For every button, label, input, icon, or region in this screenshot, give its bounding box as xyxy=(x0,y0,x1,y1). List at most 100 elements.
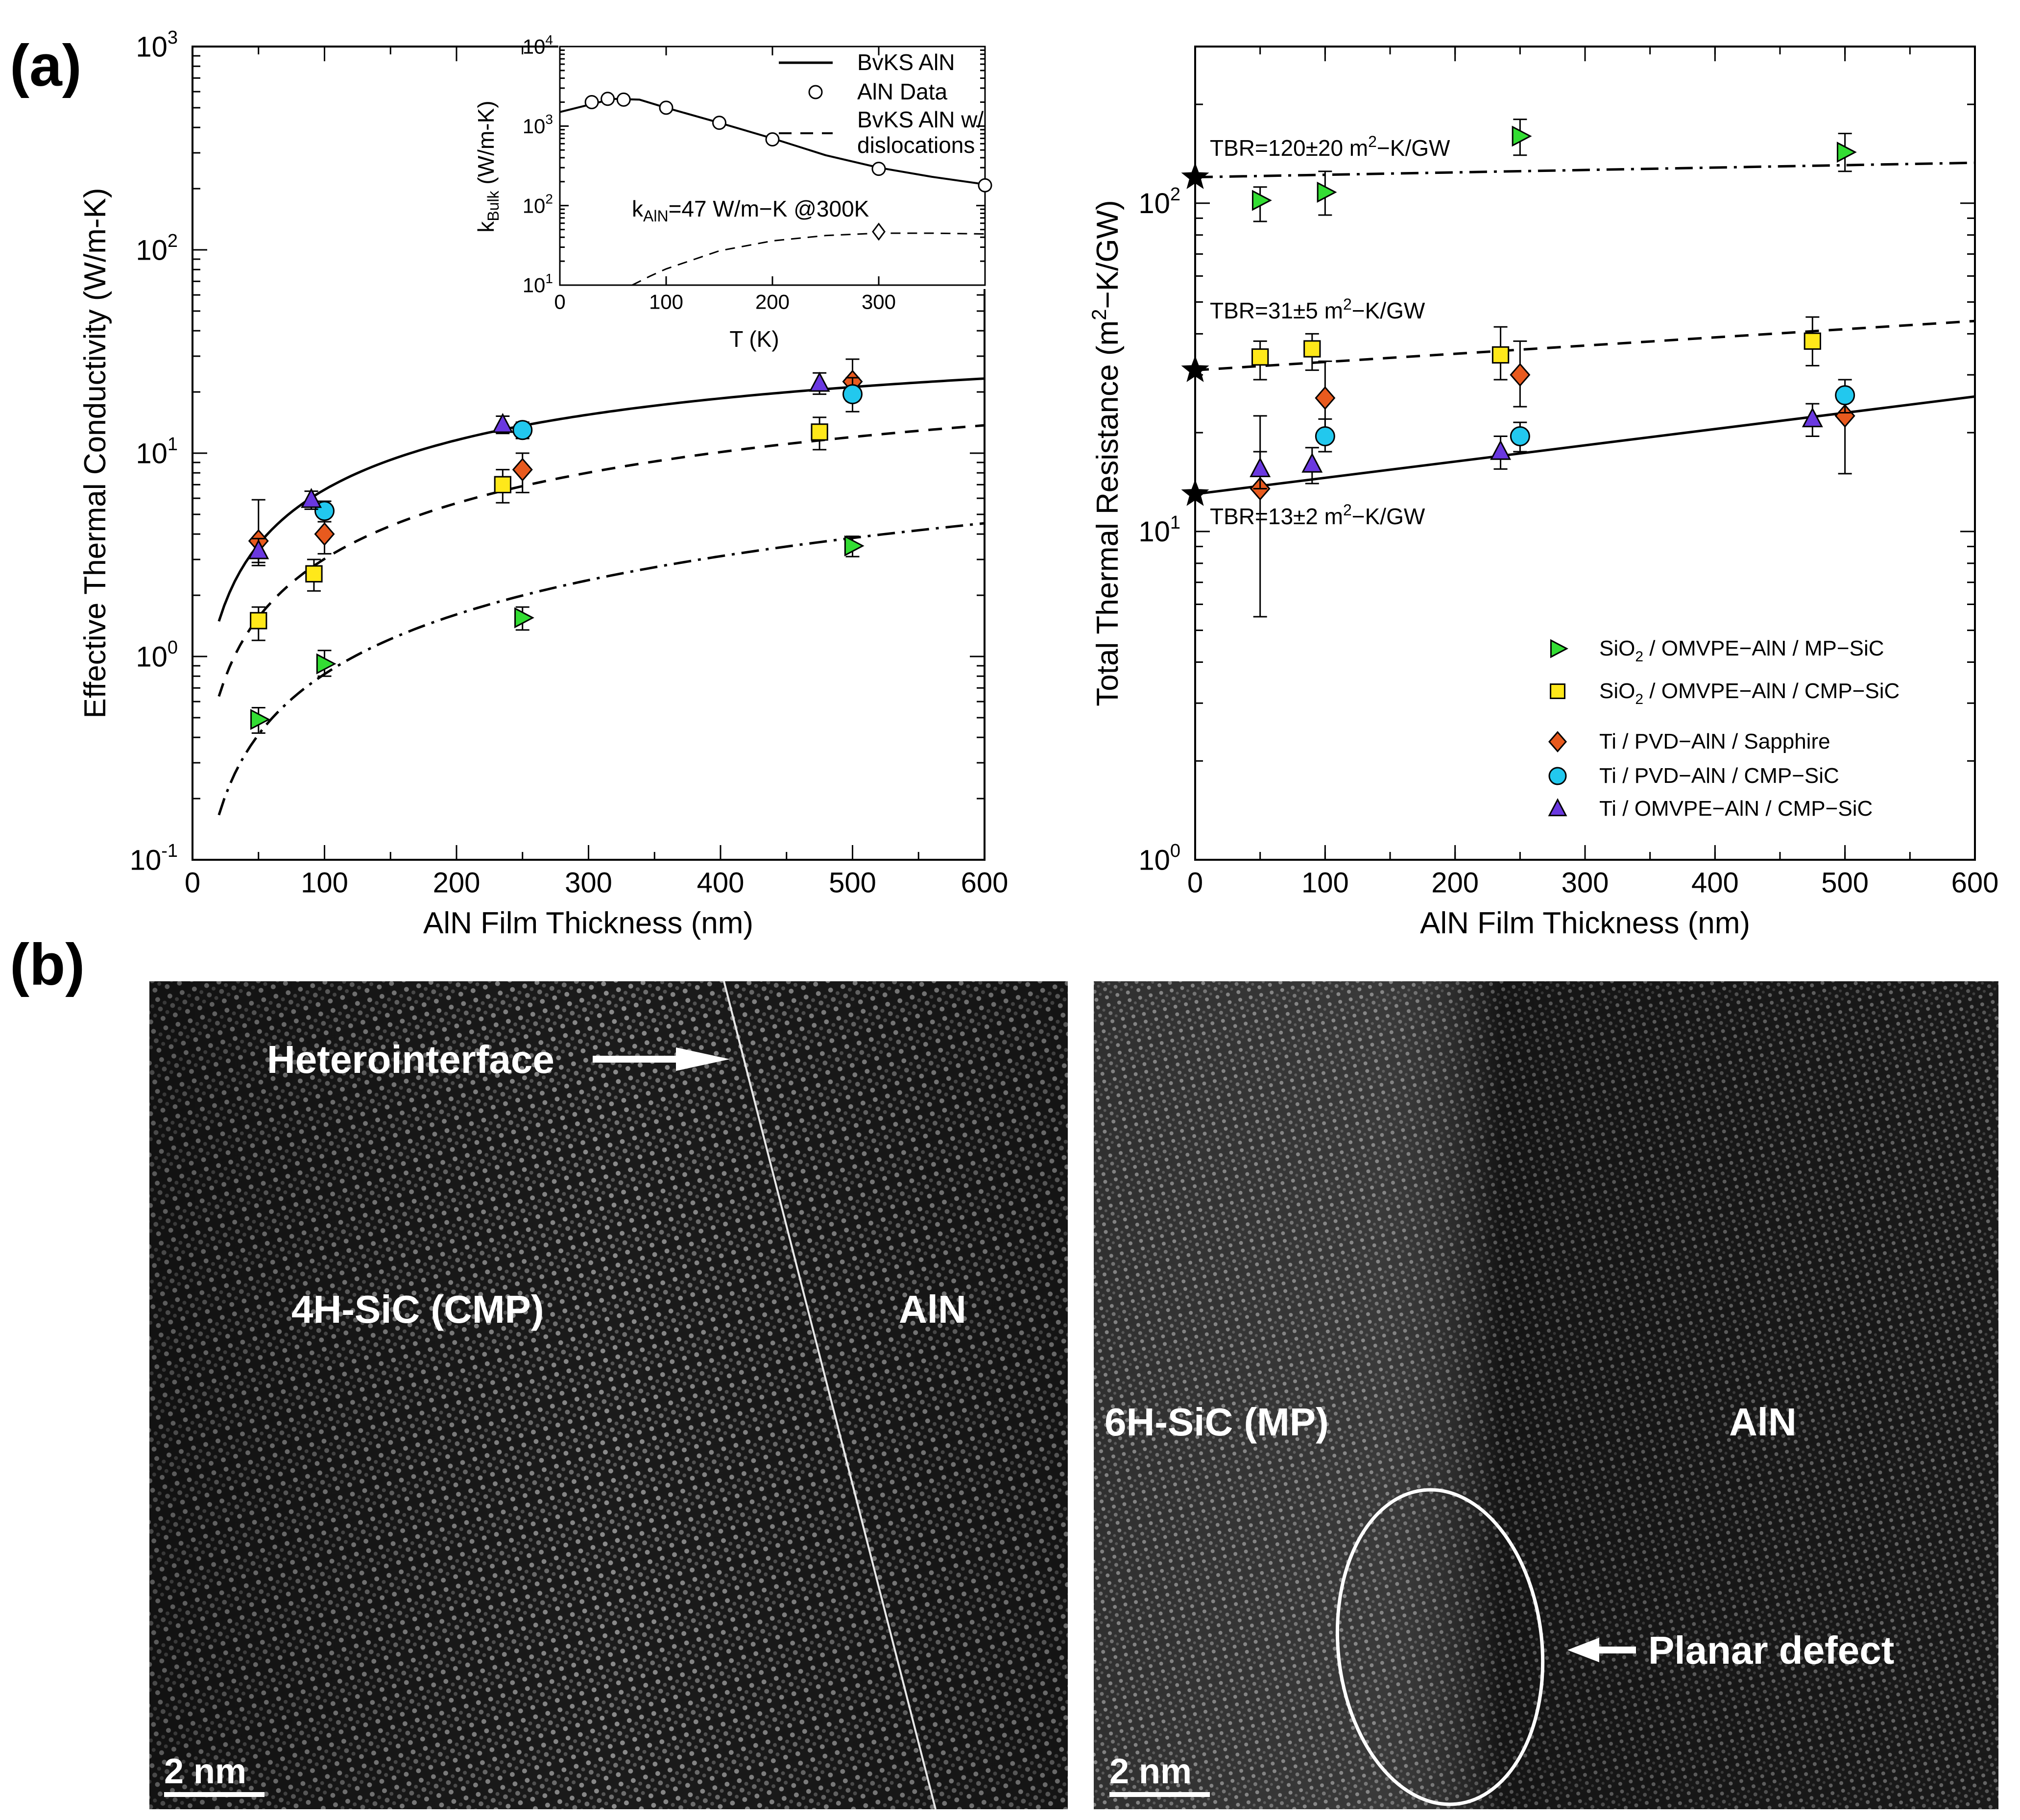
planar-defect-label: Planar defect xyxy=(1648,1628,1894,1672)
planar-defect-arrow xyxy=(1567,1638,1636,1662)
y-tick-label: 104 xyxy=(523,32,553,58)
right-x-axis-label: AlN Film Thickness (nm) xyxy=(1420,906,1750,940)
tem-left-scale-bar xyxy=(164,1792,265,1797)
y-tick-mantissa: 10 xyxy=(136,234,168,266)
x-tick-label: 400 xyxy=(1691,867,1739,899)
y-tick-mantissa: 10 xyxy=(1138,516,1170,548)
k300-diamond xyxy=(872,222,886,241)
tem-right-substrate-label: 6H-SiC (MP) xyxy=(1105,1400,1329,1444)
star-marker xyxy=(1181,479,1209,506)
y-tick-mantissa: 10 xyxy=(523,115,546,138)
legend-marker-tri-right xyxy=(1550,639,1568,658)
y-tick-mantissa: 10 xyxy=(523,274,546,297)
data-point-tri-right xyxy=(514,607,534,629)
fit-curve-dashed xyxy=(217,424,985,697)
planar-defect-ellipse xyxy=(1335,1488,1545,1806)
right-fit-lines xyxy=(1195,161,1975,495)
data-point-tri-up xyxy=(1301,452,1323,473)
y-tick-exponent: 1 xyxy=(168,434,178,455)
x-tick-label: 100 xyxy=(649,290,683,313)
y-tick-exponent: 0 xyxy=(168,637,178,658)
y-tick-label: 101 xyxy=(523,271,553,297)
inset-legend-bvks-disl-2: dislocations xyxy=(857,132,975,158)
y-tick-label: 100 xyxy=(1138,841,1180,876)
x-tick-label: 0 xyxy=(185,867,200,899)
inset-note-sub: AlN xyxy=(643,207,669,225)
data-point-square xyxy=(250,612,267,630)
legend-label-sio2-cmp: SiO2 / OMVPE−AlN / CMP−SiC xyxy=(1599,679,1900,707)
inset-y-rest: (W/m-K) xyxy=(473,100,499,191)
inset-legend-aln-data: AlN Data xyxy=(857,79,947,104)
fit-line-dashdot xyxy=(1195,161,1975,179)
y-tick-mantissa: 10 xyxy=(130,844,162,876)
y-tick-exponent: 0 xyxy=(1170,841,1180,861)
heterointerface-line xyxy=(723,981,937,1810)
x-tick-label: 400 xyxy=(697,867,745,899)
y-tick-mantissa: 10 xyxy=(523,35,546,58)
aln-data-point xyxy=(601,92,615,106)
aln-data-point xyxy=(659,100,673,115)
data-point-tri-up xyxy=(1490,439,1512,460)
x-tick-label: 100 xyxy=(1301,867,1349,899)
legend-marker-diamond xyxy=(1548,731,1567,752)
tem-left-shade xyxy=(149,981,1068,1809)
legend-label-ti-pvd-cmp: Ti / PVD−AlN / CMP−SiC xyxy=(1599,764,1839,788)
x-tick-label: 200 xyxy=(1431,867,1479,899)
data-point-tri-right xyxy=(250,709,270,730)
y-tick-mantissa: 10 xyxy=(1138,844,1170,876)
inset-legend-bvks: BvKS AlN xyxy=(857,49,955,75)
x-tick-label: 300 xyxy=(862,290,896,313)
data-point-diamond xyxy=(314,522,335,546)
tem-left-film-label: AlN xyxy=(899,1287,966,1331)
legend-label-sio2-mp: SiO2 / OMVPE−AlN / MP−SiC xyxy=(1599,636,1884,665)
inset-legend-bvks-disl-1: BvKS AlN w/ xyxy=(857,107,984,132)
x-tick-label: 200 xyxy=(755,290,790,313)
x-tick-label: 600 xyxy=(1951,867,1999,899)
legend-label-ti-pvd-sapphire: Ti / PVD−AlN / Sapphire xyxy=(1599,729,1830,753)
data-point-tri-up xyxy=(301,487,322,508)
tem-left-scale-label: 2 nm xyxy=(164,1752,246,1791)
y-tick-mantissa: 10 xyxy=(136,31,168,63)
inset-note-rest: =47 W/m−K @300K xyxy=(669,196,869,221)
data-point-square xyxy=(1804,332,1821,350)
y-tick-mantissa: 10 xyxy=(523,194,546,217)
data-point-circle xyxy=(1835,385,1855,406)
data-point-diamond xyxy=(1510,363,1531,387)
data-point-square xyxy=(1303,340,1321,358)
right-legend: SiO2 / OMVPE−AlN / MP−SiC SiO2 / OMVPE−A… xyxy=(1548,636,1900,821)
fit-curve-dashdot xyxy=(217,522,985,816)
y-tick-label: 101 xyxy=(136,434,178,469)
inset-y-sub: Bulk xyxy=(484,190,502,221)
y-tick-exponent: 2 xyxy=(545,191,553,206)
y-tick-label: 10-1 xyxy=(130,841,178,876)
data-point-tri-up xyxy=(809,371,830,392)
data-point-circle xyxy=(1315,426,1335,447)
x-tick-label: 300 xyxy=(565,867,612,899)
legend-marker-tri-up xyxy=(1548,798,1567,817)
y-tick-mantissa: 10 xyxy=(136,437,168,469)
y-tick-label: 102 xyxy=(136,231,178,266)
y-tick-mantissa: 10 xyxy=(1138,188,1170,219)
aln-data-point xyxy=(765,132,780,147)
inset-x-axis-label: T (K) xyxy=(729,326,779,352)
legend-label-ti-omvpe-cmp: Ti / OMVPE−AlN / CMP−SiC xyxy=(1599,797,1873,821)
star-marker xyxy=(1181,355,1209,382)
data-point-tri-right xyxy=(1251,190,1272,211)
left-y-axis-label: Effective Thermal Conductivity (W/m-K) xyxy=(78,188,112,719)
y-tick-label: 103 xyxy=(523,112,553,138)
left-data-points xyxy=(248,358,865,734)
y-tick-exponent: 1 xyxy=(545,271,553,286)
right-annot-tbr13: TBR=13±2 m2−K/GW xyxy=(1210,501,1425,529)
tem-right-scale-label: 2 nm xyxy=(1109,1752,1192,1791)
data-point-tri-up xyxy=(492,413,513,433)
tem-image-right: 6H-SiC (MP) AlN Planar defect 2 nm xyxy=(1094,981,1998,1809)
data-point-square xyxy=(1491,346,1510,364)
fit-curve-solid xyxy=(217,377,985,622)
aln-data-point xyxy=(584,95,599,109)
x-tick-label: 500 xyxy=(829,867,876,899)
